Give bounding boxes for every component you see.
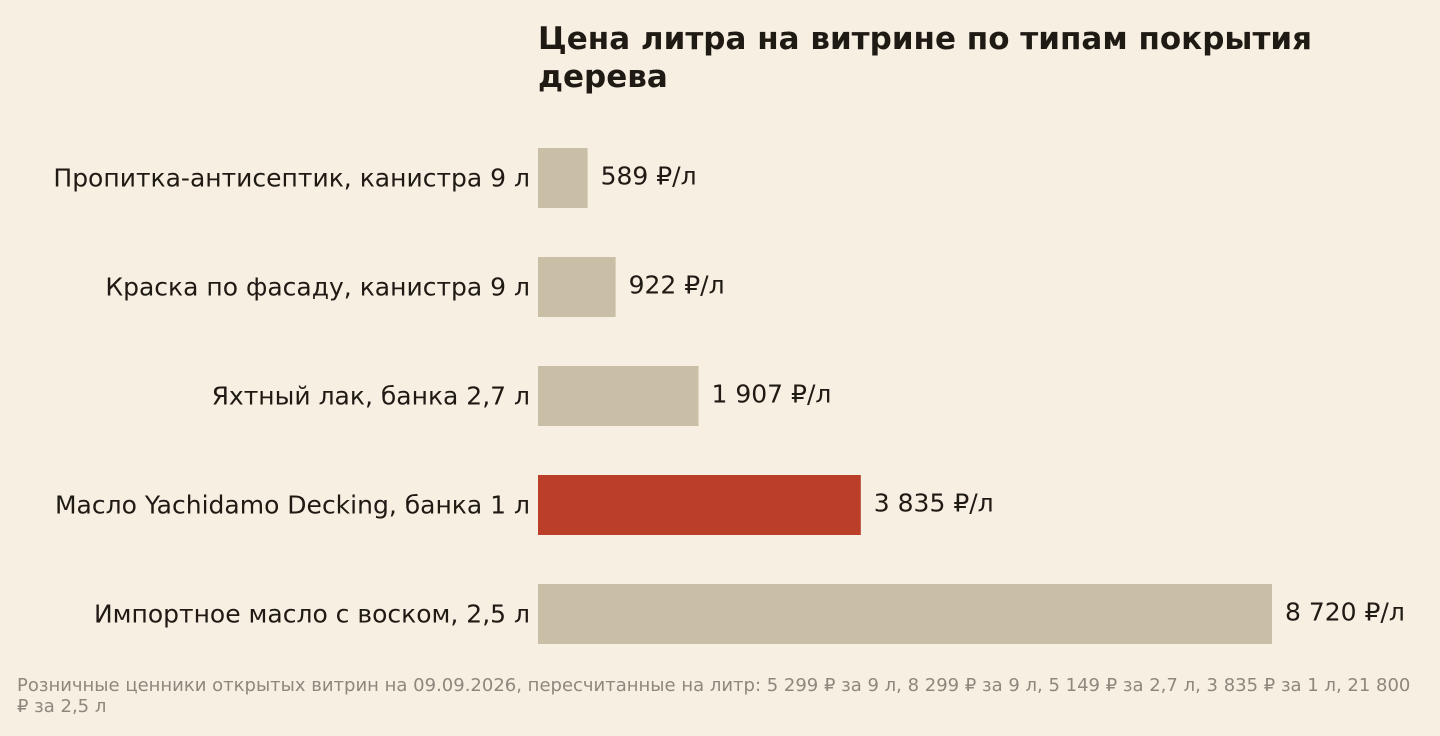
bar xyxy=(538,148,588,208)
category-label: Краска по фасаду, канистра 9 л xyxy=(105,273,530,302)
bar xyxy=(538,257,616,317)
category-label: Импортное масло с воском, 2,5 л xyxy=(94,600,530,629)
value-label: 1 907 ₽/л xyxy=(712,380,832,409)
chart-footnote: Розничные ценники открытых витрин на 09.… xyxy=(17,675,1411,717)
value-label: 3 835 ₽/л xyxy=(874,489,994,518)
bar xyxy=(538,475,861,535)
category-label: Яхтный лак, банка 2,7 л xyxy=(212,382,530,411)
bar xyxy=(538,584,1272,644)
value-label: 589 ₽/л xyxy=(601,162,697,191)
category-label: Масло Yachidamo Decking, банка 1 л xyxy=(55,491,530,520)
chart-title: Цена литра на витрине по типам покрытия … xyxy=(538,21,1313,95)
value-label: 8 720 ₽/л xyxy=(1285,598,1405,627)
category-label: Пропитка-антисептик, канистра 9 л xyxy=(53,164,530,193)
bar xyxy=(538,366,699,426)
value-label: 922 ₽/л xyxy=(629,271,725,300)
